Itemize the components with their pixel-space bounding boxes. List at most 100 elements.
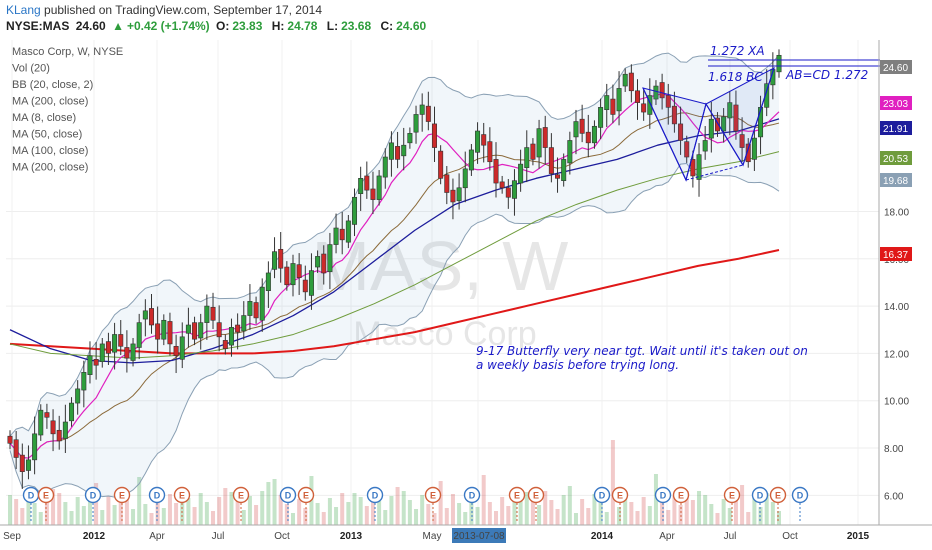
candle — [161, 314, 167, 346]
dividend-marker[interactable]: D — [791, 486, 809, 523]
candle — [653, 80, 659, 105]
bb-lower-line — [9, 162, 780, 498]
ma-50-line — [9, 118, 780, 364]
time-axis[interactable]: Sep 2012 Apr Jul Oct 2013 May 2013-07-08 2014 Apr… — [3, 528, 870, 543]
volume-bar — [746, 512, 751, 525]
volume-bar — [432, 513, 437, 525]
volume-bar — [518, 501, 523, 525]
candle — [241, 301, 247, 340]
volume-bar — [420, 495, 425, 525]
volume-bar — [198, 493, 203, 525]
volume-bar — [241, 510, 246, 525]
volume-bar — [14, 499, 19, 525]
dividend-marker[interactable]: D — [84, 486, 102, 523]
dividend-marker[interactable]: D — [366, 486, 384, 523]
volume-bar — [155, 499, 160, 525]
earnings-marker[interactable]: E — [297, 486, 315, 523]
volume-bar — [666, 510, 671, 525]
author-link[interactable]: KLang — [6, 3, 41, 17]
dividend-marker[interactable]: D — [593, 486, 611, 523]
candle — [56, 415, 62, 450]
earnings-marker[interactable]: E — [527, 486, 545, 523]
dividend-marker[interactable]: D — [279, 486, 297, 523]
candle — [450, 178, 456, 220]
candle — [481, 122, 487, 163]
volume-bar — [334, 507, 339, 525]
x-tick-label: 2014 — [591, 531, 614, 542]
candle — [302, 265, 308, 301]
volume-bar — [63, 502, 68, 525]
earnings-marker[interactable]: E — [508, 486, 526, 523]
x-tick-label: Jul — [212, 531, 225, 542]
candle — [339, 211, 345, 255]
candle — [419, 93, 425, 132]
earnings-marker[interactable]: E — [723, 486, 741, 523]
earnings-marker[interactable]: E — [37, 486, 55, 523]
candle — [284, 261, 290, 291]
candle — [382, 148, 388, 189]
volume-bar — [426, 504, 431, 525]
candle — [44, 403, 50, 429]
svg-text:E: E — [179, 491, 185, 501]
volume-bar — [364, 506, 369, 525]
candle — [136, 313, 142, 360]
butterfly-pattern — [642, 59, 880, 182]
earnings-marker[interactable]: E — [232, 486, 250, 523]
candle — [444, 166, 450, 205]
volume-bar — [124, 500, 129, 525]
volume-bar — [512, 492, 517, 525]
candle — [573, 109, 579, 155]
volume-bar — [500, 497, 505, 525]
candle — [696, 143, 702, 197]
dividend-marker[interactable]: D — [751, 486, 769, 523]
volume-bar — [395, 487, 400, 525]
volume-bar — [229, 492, 234, 525]
dividend-marker[interactable]: D — [148, 486, 166, 523]
indicator-legend: Masco Corp, W, NYSE Vol (20) BB (20, close… — [12, 46, 123, 174]
volume-bar — [475, 507, 480, 525]
price-badge-label: 24.60 — [883, 63, 908, 74]
earnings-marker[interactable]: E — [424, 486, 442, 523]
candle — [462, 151, 468, 203]
candle — [567, 131, 573, 175]
volume-bar — [383, 510, 388, 525]
price-badge — [880, 121, 912, 135]
candle — [598, 98, 604, 140]
volume-bar — [777, 511, 781, 525]
candle — [69, 397, 75, 427]
candle — [345, 214, 351, 249]
volume-bar — [143, 504, 148, 525]
earnings-marker[interactable]: E — [173, 486, 191, 523]
earnings-marker[interactable]: E — [672, 486, 690, 523]
earnings-marker[interactable]: E — [113, 486, 131, 523]
y-tick-label: 14.00 — [884, 302, 909, 313]
candle — [75, 380, 81, 415]
candle — [179, 322, 185, 369]
candle — [401, 127, 407, 171]
volume-bar — [290, 513, 295, 525]
volume-bar — [530, 496, 535, 525]
candle — [192, 316, 198, 346]
volume-bar — [38, 512, 43, 525]
volume-bar — [112, 505, 117, 525]
price-badge — [880, 96, 912, 110]
volume-bar — [444, 508, 449, 525]
candle — [130, 338, 136, 367]
earnings-marker[interactable]: E — [611, 486, 629, 523]
low-label: L: — [326, 19, 339, 33]
earnings-marker[interactable]: E — [769, 486, 787, 523]
candle — [739, 117, 745, 162]
volume-bar — [733, 494, 738, 525]
candle — [370, 171, 376, 215]
candle — [591, 120, 597, 149]
candle — [364, 161, 370, 199]
candle — [272, 237, 278, 279]
volume-bar — [623, 493, 628, 525]
candle — [684, 135, 690, 163]
x-tick-label: Oct — [274, 531, 290, 542]
dividend-marker[interactable]: D — [654, 486, 672, 523]
bb-upper-line — [9, 52, 780, 437]
dividend-marker[interactable]: D — [463, 486, 481, 523]
volume-bar — [463, 512, 468, 525]
